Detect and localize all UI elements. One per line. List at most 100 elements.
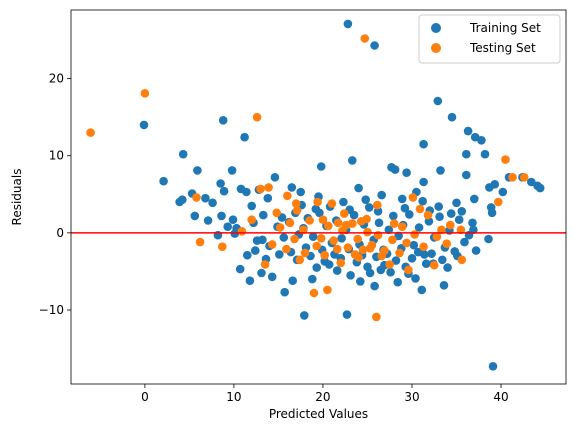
testing-point xyxy=(275,223,285,232)
testing-point xyxy=(402,238,411,248)
testing-point xyxy=(327,199,337,208)
testing-point xyxy=(283,191,292,201)
testing-point xyxy=(388,235,397,245)
testing-point xyxy=(365,244,375,253)
training-point xyxy=(275,250,284,259)
training-point xyxy=(454,215,464,224)
training-point xyxy=(296,187,306,197)
testing-point xyxy=(429,260,439,270)
testing-point xyxy=(446,220,455,230)
testing-point xyxy=(456,225,466,235)
testing-point xyxy=(312,241,322,251)
testing-point xyxy=(313,197,322,207)
testing-point xyxy=(267,240,277,249)
testing-point xyxy=(340,209,349,218)
training-point xyxy=(300,311,309,320)
training-point xyxy=(235,264,245,274)
training-point xyxy=(421,259,431,269)
training-point xyxy=(243,250,252,260)
x-tick-label: 0 xyxy=(141,390,149,404)
training-point xyxy=(427,249,436,258)
testing-point xyxy=(363,227,372,237)
testing-point xyxy=(336,258,346,268)
testing-point xyxy=(343,243,353,252)
training-point xyxy=(251,246,260,255)
x-tick-label: 10 xyxy=(226,390,241,404)
legend-marker-training xyxy=(431,23,441,33)
testing-point xyxy=(501,155,510,164)
training-point xyxy=(343,19,353,29)
training-point xyxy=(201,193,210,203)
training-point xyxy=(394,231,403,241)
training-point xyxy=(393,277,403,287)
testing-point xyxy=(373,200,382,210)
testing-point xyxy=(318,215,328,224)
testing-point xyxy=(295,255,305,265)
testing-point xyxy=(305,216,314,225)
training-point xyxy=(245,276,255,286)
testing-point xyxy=(299,225,308,235)
training-point xyxy=(190,211,200,221)
testing-point xyxy=(350,250,360,259)
training-point xyxy=(287,183,297,192)
training-point xyxy=(208,198,217,208)
training-point xyxy=(471,246,481,255)
training-point xyxy=(267,272,277,282)
training-point xyxy=(389,211,398,221)
training-point xyxy=(348,156,357,165)
x-tick-label: 30 xyxy=(404,390,419,404)
training-point xyxy=(484,234,493,244)
training-point xyxy=(356,277,365,286)
training-point xyxy=(288,276,298,286)
y-tick-label: −10 xyxy=(39,303,64,317)
training-point xyxy=(257,268,266,278)
training-point xyxy=(411,274,420,283)
training-point xyxy=(535,183,545,193)
x-tick-label: 20 xyxy=(315,390,330,404)
testing-point xyxy=(290,234,299,244)
testing-point xyxy=(389,219,399,228)
training-point xyxy=(438,255,447,265)
training-point xyxy=(436,166,445,175)
training-point xyxy=(218,116,228,125)
training-point xyxy=(397,194,407,204)
training-point xyxy=(227,166,237,175)
testing-point xyxy=(377,251,387,261)
testing-point xyxy=(86,128,95,137)
testing-point xyxy=(218,242,227,251)
testing-point xyxy=(358,245,368,255)
training-point xyxy=(363,262,372,272)
legend: Training Set Testing Set xyxy=(418,14,561,64)
training-point xyxy=(159,176,168,186)
training-point xyxy=(252,236,262,245)
training-point xyxy=(263,193,273,203)
training-point xyxy=(361,195,371,204)
training-point xyxy=(219,186,229,196)
training-point xyxy=(339,197,348,207)
training-point xyxy=(434,202,444,211)
training-point xyxy=(435,212,444,221)
training-point xyxy=(337,234,346,243)
testing-point xyxy=(272,208,282,218)
testing-point xyxy=(519,173,529,182)
training-point xyxy=(450,247,460,256)
training-point xyxy=(374,218,384,228)
training-point xyxy=(487,208,497,218)
training-point xyxy=(312,263,322,272)
training-point xyxy=(405,210,414,219)
testing-point xyxy=(324,221,333,231)
training-point xyxy=(419,139,428,149)
training-point xyxy=(470,194,479,204)
testing-point xyxy=(282,244,291,254)
training-point xyxy=(370,281,379,291)
testing-point xyxy=(423,210,433,220)
training-point xyxy=(259,210,268,220)
training-point xyxy=(480,149,490,159)
training-point xyxy=(332,266,342,275)
testing-point xyxy=(329,236,338,245)
x-axis-label: Predicted Values xyxy=(269,407,368,421)
testing-point xyxy=(360,34,370,43)
training-point xyxy=(417,285,427,295)
testing-point xyxy=(333,218,343,228)
training-point xyxy=(242,187,251,197)
